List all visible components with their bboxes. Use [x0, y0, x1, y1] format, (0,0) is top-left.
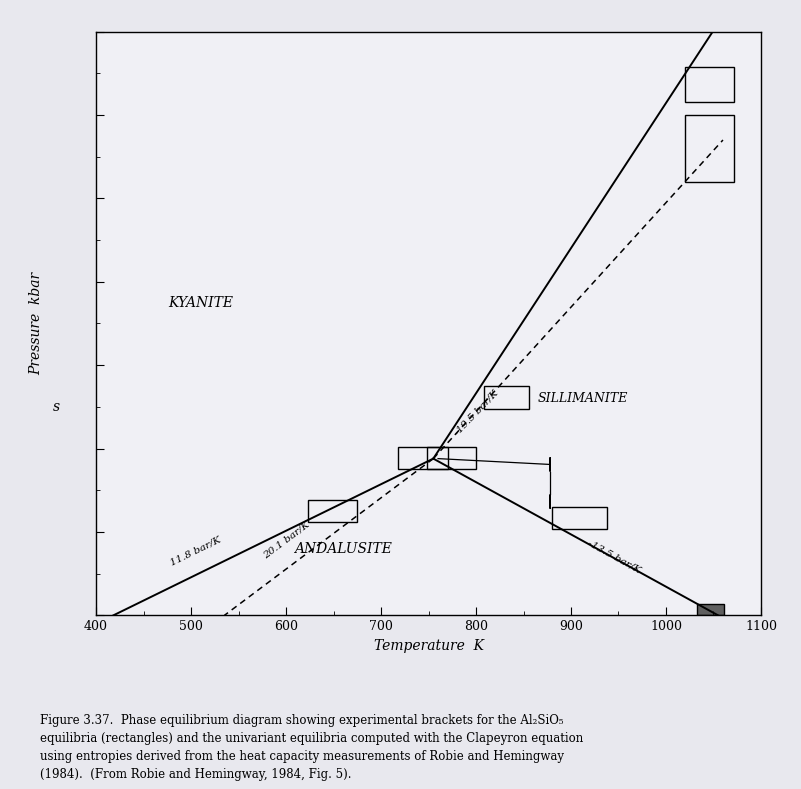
Bar	[308, 500, 357, 522]
Bar	[552, 507, 607, 529]
Text: SILLIMANITE: SILLIMANITE	[537, 392, 628, 405]
Text: KYANITE: KYANITE	[168, 296, 233, 309]
Text: 20.1 bar/K: 20.1 bar/K	[261, 520, 311, 560]
X-axis label: Temperature  K: Temperature K	[373, 639, 484, 653]
Bar	[398, 447, 448, 469]
Bar	[427, 447, 476, 469]
Text: Figure 3.37.  Phase equilibrium diagram showing experimental brackets for the Al: Figure 3.37. Phase equilibrium diagram s…	[40, 714, 583, 781]
Text: Pressure  kbar: Pressure kbar	[30, 272, 43, 375]
Bar	[685, 115, 735, 181]
Text: ANDALUSITE: ANDALUSITE	[294, 542, 392, 555]
Bar	[698, 604, 724, 615]
Bar	[685, 67, 735, 103]
Text: -13.5 bar/K: -13.5 bar/K	[586, 539, 642, 575]
Text: 11.8 bar/K: 11.8 bar/K	[169, 535, 223, 567]
Text: s: s	[52, 400, 59, 414]
Text: -19.5 bar/K: -19.5 bar/K	[453, 389, 500, 437]
Bar	[484, 386, 529, 409]
